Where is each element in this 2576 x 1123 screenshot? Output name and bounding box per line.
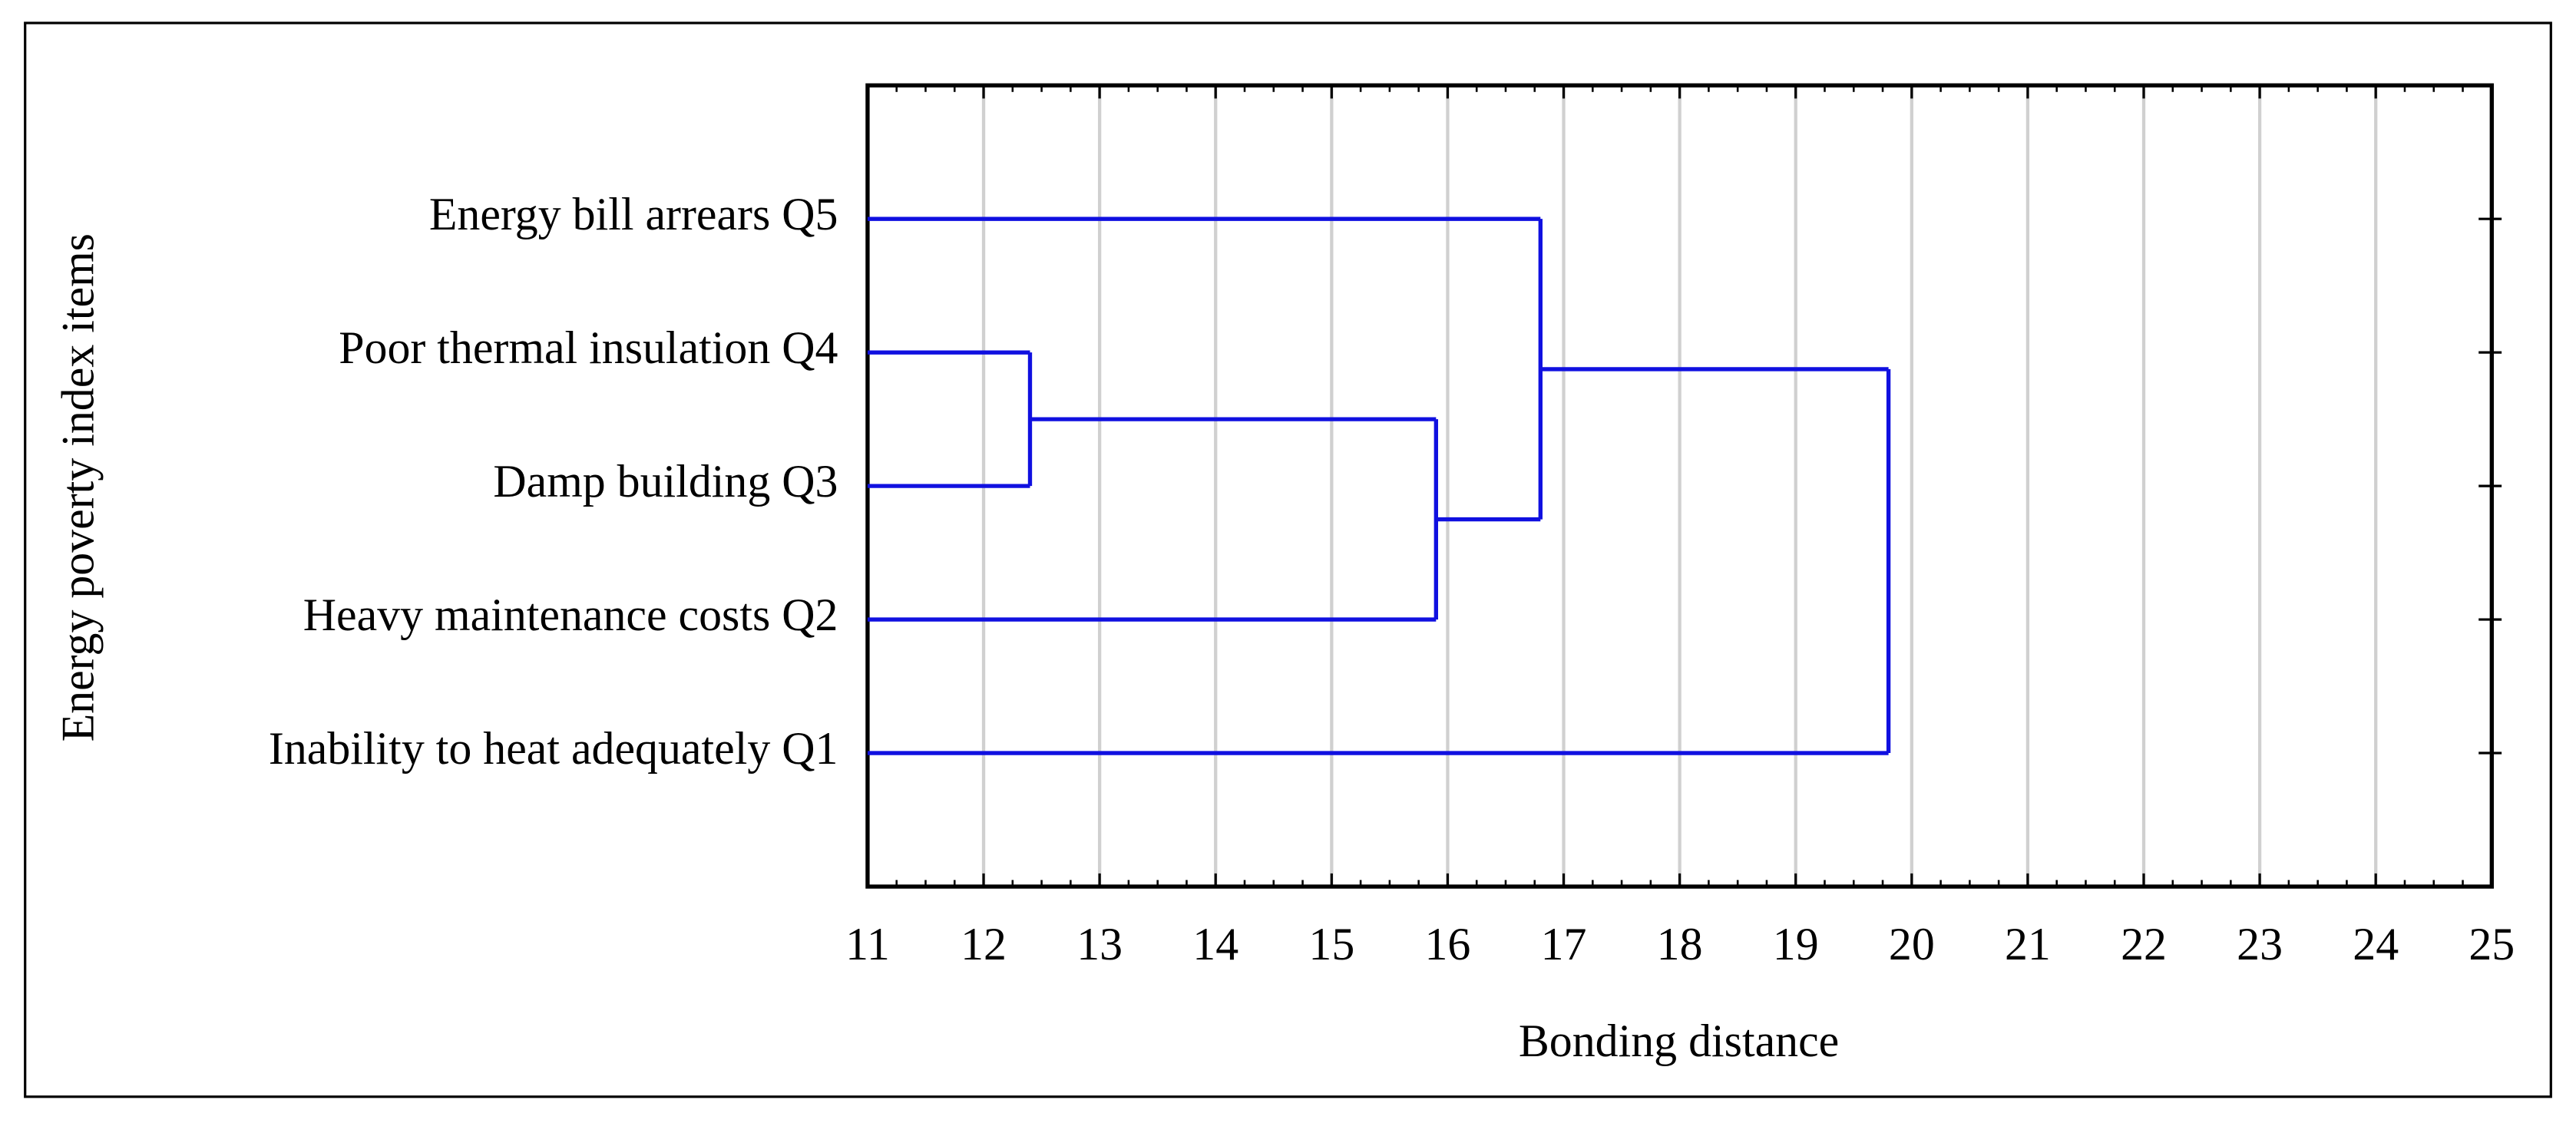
leaf-label: Damp building Q3 (493, 456, 838, 507)
x-tick-label: 17 (1541, 919, 1587, 969)
x-tick-label: 20 (1889, 919, 1935, 969)
frame (24, 21, 2552, 1098)
leaf-label: Energy bill arrears Q5 (429, 189, 838, 239)
x-tick-label: 15 (1308, 919, 1354, 969)
leaf-label: Heavy maintenance costs Q2 (303, 590, 838, 640)
leaf-label: Poor thermal insulation Q4 (339, 322, 838, 373)
y-axis-title: Energy poverty index items (52, 233, 103, 742)
x-axis-title: Bonding distance (1519, 1016, 1839, 1066)
x-tick-label: 11 (845, 919, 890, 969)
x-tick-label: 23 (2237, 919, 2283, 969)
x-tick-label: 13 (1076, 919, 1123, 969)
x-tick-label: 24 (2353, 919, 2399, 969)
x-tick-label: 12 (961, 919, 1007, 969)
x-tick-label: 16 (1424, 919, 1470, 969)
x-tick-label: 14 (1192, 919, 1238, 969)
leaf-label: Inability to heat adequately Q1 (269, 723, 838, 774)
x-tick-label: 22 (2121, 919, 2167, 969)
x-tick-label: 21 (2005, 919, 2051, 969)
x-tick-label: 18 (1657, 919, 1703, 969)
x-tick-label: 19 (1773, 919, 1819, 969)
x-tick-label: 25 (2469, 919, 2515, 969)
